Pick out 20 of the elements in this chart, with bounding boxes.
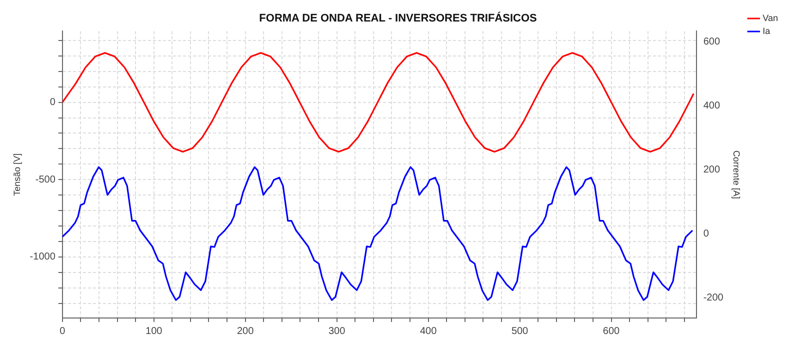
y2-tick-label: 400 bbox=[703, 100, 720, 112]
x-tick-label: 600 bbox=[602, 326, 620, 337]
chart-title: FORMA DE ONDA REAL - INVERSORES TRIFÁSICOS bbox=[259, 12, 537, 25]
y-tick-label: -1000 bbox=[30, 252, 56, 263]
y-tick-label: -500 bbox=[35, 174, 56, 186]
x-tick-label: 100 bbox=[146, 326, 163, 337]
y-tick-label: 0 bbox=[50, 97, 56, 108]
x-tick-label: 500 bbox=[511, 326, 529, 337]
legend-label: Van bbox=[762, 12, 778, 23]
legend-label: Ia bbox=[762, 26, 770, 36]
y-axis-title: Tensão [V] bbox=[12, 153, 22, 196]
y2-tick-label: 600 bbox=[703, 36, 720, 48]
x-tick-label: 0 bbox=[60, 326, 66, 337]
y2-tick-label: 0 bbox=[703, 228, 710, 240]
y2-tick-label: -200 bbox=[703, 292, 724, 304]
x-tick-label: 400 bbox=[420, 326, 438, 337]
x-tick-label: 300 bbox=[328, 326, 346, 337]
x-tick-label: 200 bbox=[236, 326, 254, 337]
y2-tick-label: 200 bbox=[703, 164, 720, 176]
y2-axis-title: Corrente [A] bbox=[731, 150, 742, 199]
